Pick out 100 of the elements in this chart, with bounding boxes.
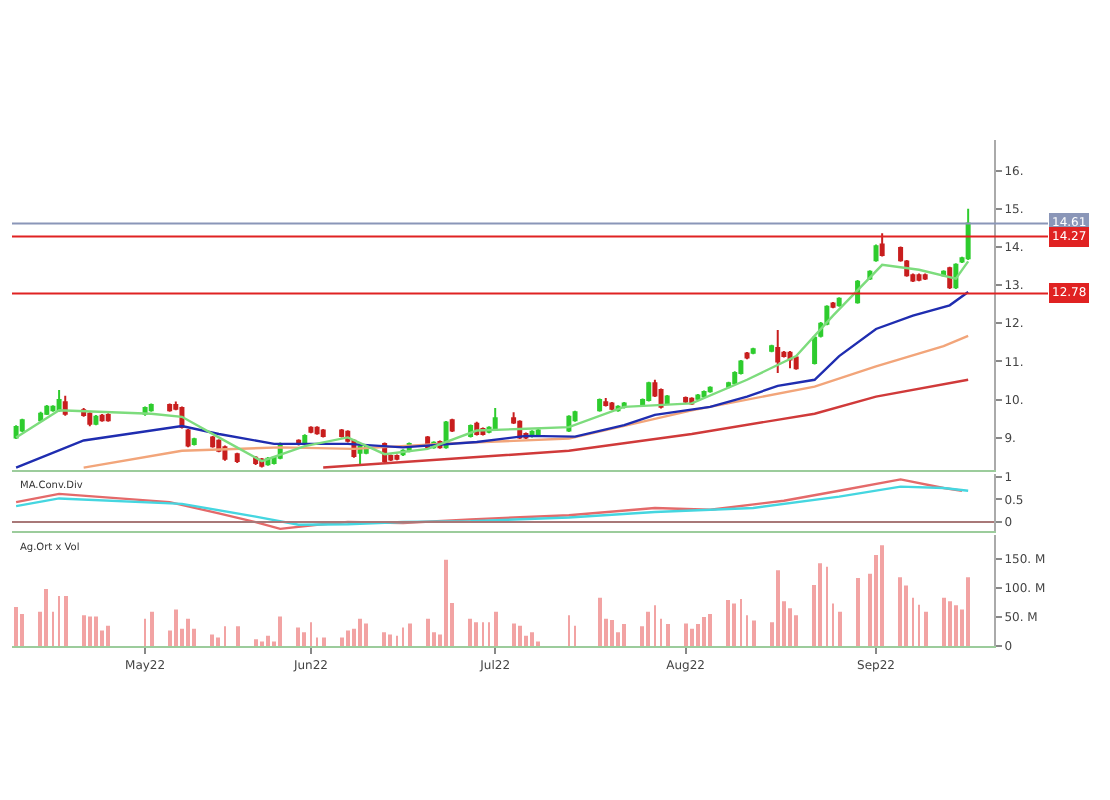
candlestick	[707, 385, 713, 394]
bar	[266, 635, 270, 647]
candlestick	[105, 412, 111, 423]
bar	[966, 577, 970, 647]
bar	[530, 632, 534, 647]
candlestick	[830, 300, 836, 310]
bar	[364, 623, 368, 647]
bar	[186, 618, 190, 647]
bar	[106, 625, 110, 647]
bar	[346, 630, 350, 647]
candlestick	[775, 329, 781, 374]
bar	[216, 637, 220, 647]
candlestick	[191, 436, 197, 447]
candlestick	[210, 434, 216, 449]
candlestick	[56, 389, 62, 412]
bar	[474, 622, 478, 647]
bar	[322, 637, 326, 647]
candlestick	[44, 403, 50, 416]
bar	[64, 595, 68, 647]
bar	[702, 617, 706, 647]
bar	[388, 634, 392, 647]
candlestick	[93, 413, 99, 427]
candlestick	[339, 428, 345, 439]
bar	[942, 597, 946, 647]
line-series	[322, 378, 970, 469]
bar	[44, 588, 48, 647]
bar	[954, 605, 958, 647]
candlestick	[750, 346, 756, 356]
bar	[598, 597, 602, 647]
bar	[726, 600, 730, 647]
candlestick	[812, 335, 818, 366]
bar	[684, 623, 688, 647]
candlestick	[19, 417, 25, 434]
line-series	[82, 334, 970, 469]
bar	[518, 625, 522, 647]
bar	[924, 611, 928, 647]
candlestick	[603, 397, 609, 408]
candlestick	[793, 355, 799, 371]
candlestick	[234, 451, 240, 464]
candlestick	[597, 397, 603, 413]
bar	[794, 615, 798, 647]
bar	[150, 611, 154, 647]
bar	[82, 615, 86, 647]
bar	[898, 577, 902, 647]
bar	[646, 611, 650, 647]
bar	[838, 611, 842, 647]
bar	[358, 618, 362, 647]
bar	[174, 609, 178, 647]
bar	[14, 607, 18, 647]
bar	[622, 624, 626, 647]
bar	[210, 634, 214, 647]
bar	[278, 616, 282, 647]
candlestick	[744, 350, 750, 361]
candlestick	[769, 343, 775, 354]
candlestick	[302, 433, 308, 446]
candlestick	[87, 411, 93, 428]
candlestick	[167, 402, 173, 413]
candlestick	[683, 395, 689, 405]
bar	[296, 627, 300, 647]
bar	[880, 545, 884, 647]
candlestick	[646, 380, 652, 403]
bar	[752, 620, 756, 647]
bar	[94, 616, 98, 647]
candlestick	[609, 400, 615, 412]
bar	[610, 619, 614, 647]
bar	[512, 623, 516, 647]
candlestick	[695, 392, 701, 402]
candlestick	[492, 407, 498, 432]
candlestick	[873, 243, 879, 263]
bar	[444, 559, 448, 647]
bar	[708, 614, 712, 647]
bar	[340, 637, 344, 647]
bar	[904, 585, 908, 647]
bar	[776, 570, 780, 647]
candlestick	[965, 207, 971, 261]
candlestick	[836, 296, 842, 308]
bar	[494, 611, 498, 647]
bar	[236, 626, 240, 647]
bar	[468, 618, 472, 647]
candlestick	[879, 232, 885, 258]
candlestick	[394, 453, 400, 462]
bar	[382, 632, 386, 647]
bar	[818, 563, 822, 647]
bar	[732, 603, 736, 647]
bar	[426, 618, 430, 647]
candlestick	[922, 272, 928, 282]
bar	[788, 608, 792, 647]
bar	[948, 601, 952, 647]
line-series	[14, 290, 970, 469]
bar	[88, 616, 92, 647]
bar	[856, 577, 860, 647]
bar	[690, 628, 694, 647]
candlestick	[308, 425, 314, 435]
candlestick	[320, 428, 326, 439]
bar	[20, 614, 24, 647]
bar	[666, 624, 670, 647]
bar	[408, 623, 412, 647]
candlestick	[148, 402, 154, 413]
candlestick	[916, 272, 922, 283]
bar	[696, 624, 700, 647]
